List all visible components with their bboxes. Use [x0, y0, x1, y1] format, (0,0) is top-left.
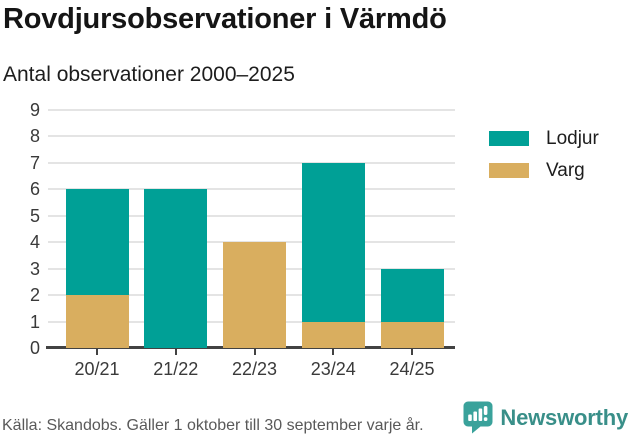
x-axis-tick — [332, 349, 335, 355]
legend-item-lodjur: Lodjur — [489, 129, 599, 148]
y-axis-tick-label: 1 — [29, 311, 40, 332]
legend-swatch-lodjur — [489, 131, 529, 146]
x-axis-tick — [174, 349, 177, 355]
bar-segment-varg-20/21 — [65, 295, 129, 348]
bar-segment-lodjur-24/25 — [380, 268, 444, 322]
legend: Lodjur Varg — [489, 129, 599, 193]
legend-item-varg: Varg — [489, 161, 599, 180]
x-axis-tick — [411, 349, 413, 355]
y-axis-tick-label: 6 — [29, 179, 40, 200]
legend-swatch-varg — [489, 163, 529, 178]
gridline-y9 — [48, 109, 455, 111]
gridline-y5 — [48, 214, 455, 217]
legend-label: Lodjur — [546, 128, 599, 149]
x-axis-label: 20/21 — [74, 359, 120, 379]
bar-segment-varg-24/25 — [380, 321, 444, 348]
chart-subtitle: Antal observationer 2000–2025 — [3, 63, 295, 86]
y-axis-tick-label: 4 — [29, 232, 40, 253]
x-axis-label: 23/24 — [310, 359, 356, 379]
y-axis-tick-label: 9 — [29, 100, 40, 120]
newsworthy-logo-text: Newsworthy — [500, 404, 628, 430]
gridline-y6 — [48, 188, 455, 191]
x-axis-tick — [96, 349, 98, 355]
bar-segment-lodjur-20/21 — [65, 189, 129, 296]
newsworthy-logo-icon — [463, 401, 493, 434]
y-axis-tick-label: 3 — [29, 258, 40, 279]
x-axis-label: 24/25 — [389, 359, 435, 379]
bar-segment-lodjur-23/24 — [301, 162, 365, 322]
y-axis-tick-label: 0 — [29, 338, 40, 358]
bar-segment-varg-23/24 — [301, 321, 365, 348]
x-axis-tick — [253, 349, 256, 355]
x-axis-label: 22/23 — [231, 359, 278, 379]
y-axis-tick-label: 2 — [29, 285, 40, 306]
legend-label: Varg — [546, 160, 585, 181]
y-axis-tick-label: 8 — [29, 126, 40, 147]
source-note: Källa: Skandobs. Gäller 1 oktober till 3… — [2, 417, 424, 434]
gridline-y8 — [48, 135, 455, 138]
y-axis-tick-label: 7 — [29, 152, 40, 173]
newsworthy-logo: Newsworthy — [463, 401, 628, 434]
gridline-y7 — [48, 161, 455, 164]
x-axis-label: 21/22 — [153, 359, 199, 379]
chart-title: Rovdjursobservationer i Värmdö — [3, 3, 447, 35]
bar-segment-lodjur-21/22 — [144, 189, 208, 348]
y-axis-tick-label: 5 — [29, 205, 40, 226]
bar-segment-varg-22/23 — [223, 242, 286, 348]
